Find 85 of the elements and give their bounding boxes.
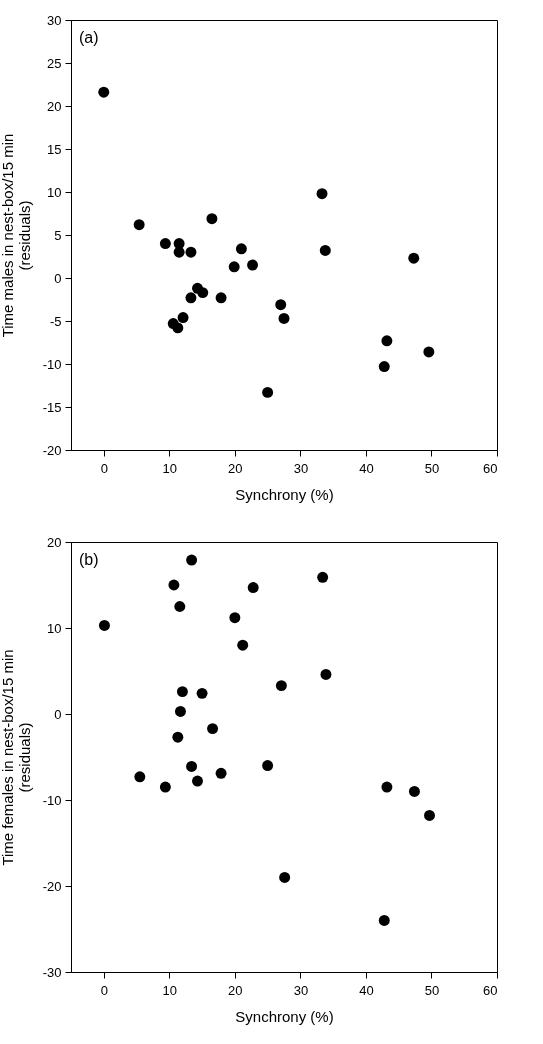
- point: [186, 760, 198, 772]
- point: [378, 361, 390, 373]
- point: [247, 582, 259, 594]
- y-axis-title: Time males in nest-box/15 min (residuals): [0, 133, 33, 338]
- point: [196, 687, 208, 699]
- y-tick-label: 5: [54, 227, 62, 243]
- point: [186, 554, 198, 566]
- point: [176, 686, 188, 698]
- point: [316, 188, 328, 200]
- x-tick-label: 10: [162, 460, 178, 476]
- y-tick-label: 25: [47, 55, 62, 71]
- point: [133, 219, 145, 231]
- x-tick-label: 50: [424, 982, 440, 998]
- point: [206, 213, 218, 225]
- y-tick-label: -15: [42, 399, 62, 415]
- y-tick-label: 20: [47, 98, 62, 114]
- point: [185, 246, 197, 258]
- point: [247, 259, 259, 271]
- x-tick-label: 30: [293, 982, 309, 998]
- y-tick-label: 20: [47, 534, 62, 550]
- point: [215, 292, 227, 304]
- point: [172, 731, 184, 743]
- x-tick-label: 40: [359, 460, 374, 476]
- y-tick-label: -20: [42, 878, 62, 894]
- y-tick-label: 10: [47, 184, 62, 200]
- x-axis-title: Synchrony (%): [235, 1007, 334, 1025]
- x-tick-label: 60: [483, 982, 498, 998]
- point: [168, 579, 180, 591]
- point: [408, 785, 420, 797]
- x-tick-label: 10: [162, 982, 178, 998]
- x-tick-label: 20: [228, 982, 243, 998]
- y-tick-label: -20: [42, 442, 62, 458]
- point: [279, 871, 291, 883]
- y-tick-label: 15: [47, 141, 62, 157]
- point: [319, 245, 331, 256]
- point: [381, 781, 393, 793]
- point: [235, 243, 247, 255]
- point: [423, 346, 435, 358]
- point: [262, 386, 274, 398]
- point: [237, 639, 249, 651]
- y-tick-label: -5: [49, 313, 62, 329]
- point: [172, 322, 184, 334]
- point: [98, 86, 110, 98]
- point: [275, 299, 287, 311]
- point: [278, 312, 290, 324]
- y-tick-label: 10: [47, 620, 62, 636]
- point: [134, 771, 146, 783]
- point: [215, 767, 227, 779]
- x-tick-label: 60: [483, 460, 498, 476]
- point: [197, 287, 209, 299]
- point: [192, 775, 203, 787]
- y-tick-label: 0: [54, 706, 62, 722]
- y-tick-label: -10: [42, 356, 62, 372]
- point: [174, 601, 186, 612]
- x-tick-label: 20: [228, 460, 243, 476]
- point: [185, 292, 197, 304]
- point: [424, 810, 435, 821]
- y-tick-label: -30: [42, 964, 62, 980]
- point: [159, 781, 171, 793]
- x-tick-label: 0: [100, 460, 108, 476]
- annotation: (a): [79, 29, 99, 46]
- point: [177, 312, 189, 324]
- x-tick-label: 50: [424, 460, 440, 476]
- x-tick-label: 0: [100, 982, 108, 998]
- point: [320, 668, 332, 680]
- point: [262, 760, 274, 772]
- x-tick-label: 30: [293, 460, 309, 476]
- annotation: (b): [79, 551, 99, 568]
- point: [275, 680, 287, 692]
- y-tick-label: -10: [42, 792, 62, 808]
- point: [378, 914, 390, 926]
- point: [381, 335, 393, 347]
- point: [229, 612, 241, 624]
- y-axis-title: Time females in nest-box/15 min (residuals): [0, 649, 33, 866]
- y-tick-label: 30: [47, 12, 62, 28]
- point: [159, 238, 171, 250]
- point: [228, 261, 240, 273]
- point: [317, 571, 329, 583]
- point: [98, 619, 110, 631]
- y-tick-label: 0: [54, 270, 62, 286]
- point: [174, 705, 186, 717]
- point: [408, 252, 420, 264]
- x-axis-title: Synchrony (%): [235, 485, 334, 503]
- x-tick-label: 40: [359, 982, 374, 998]
- point: [207, 723, 219, 735]
